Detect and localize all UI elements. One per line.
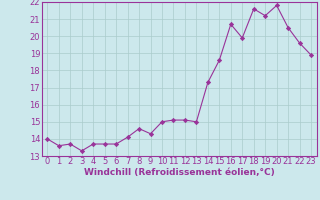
X-axis label: Windchill (Refroidissement éolien,°C): Windchill (Refroidissement éolien,°C) (84, 168, 275, 177)
